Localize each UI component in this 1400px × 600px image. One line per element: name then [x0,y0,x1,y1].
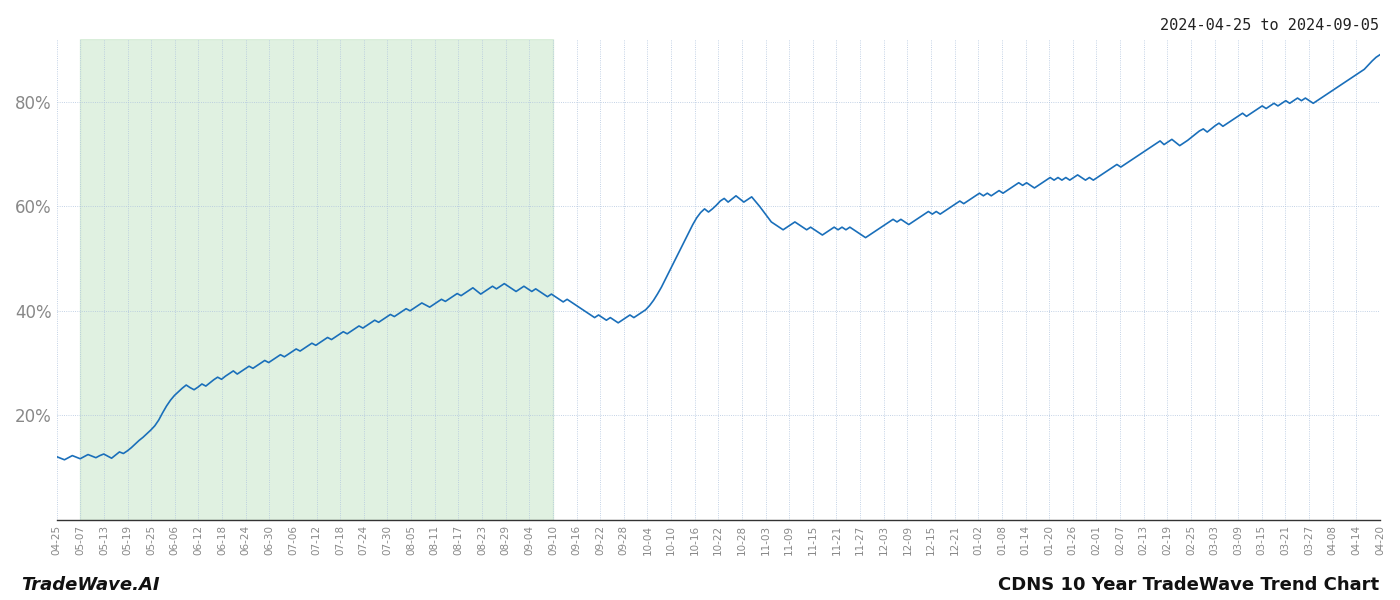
Text: TradeWave.AI: TradeWave.AI [21,576,160,594]
Bar [80,39,553,520]
Text: CDNS 10 Year TradeWave Trend Chart: CDNS 10 Year TradeWave Trend Chart [998,576,1379,594]
Text: 2024-04-25 to 2024-09-05: 2024-04-25 to 2024-09-05 [1161,18,1379,33]
